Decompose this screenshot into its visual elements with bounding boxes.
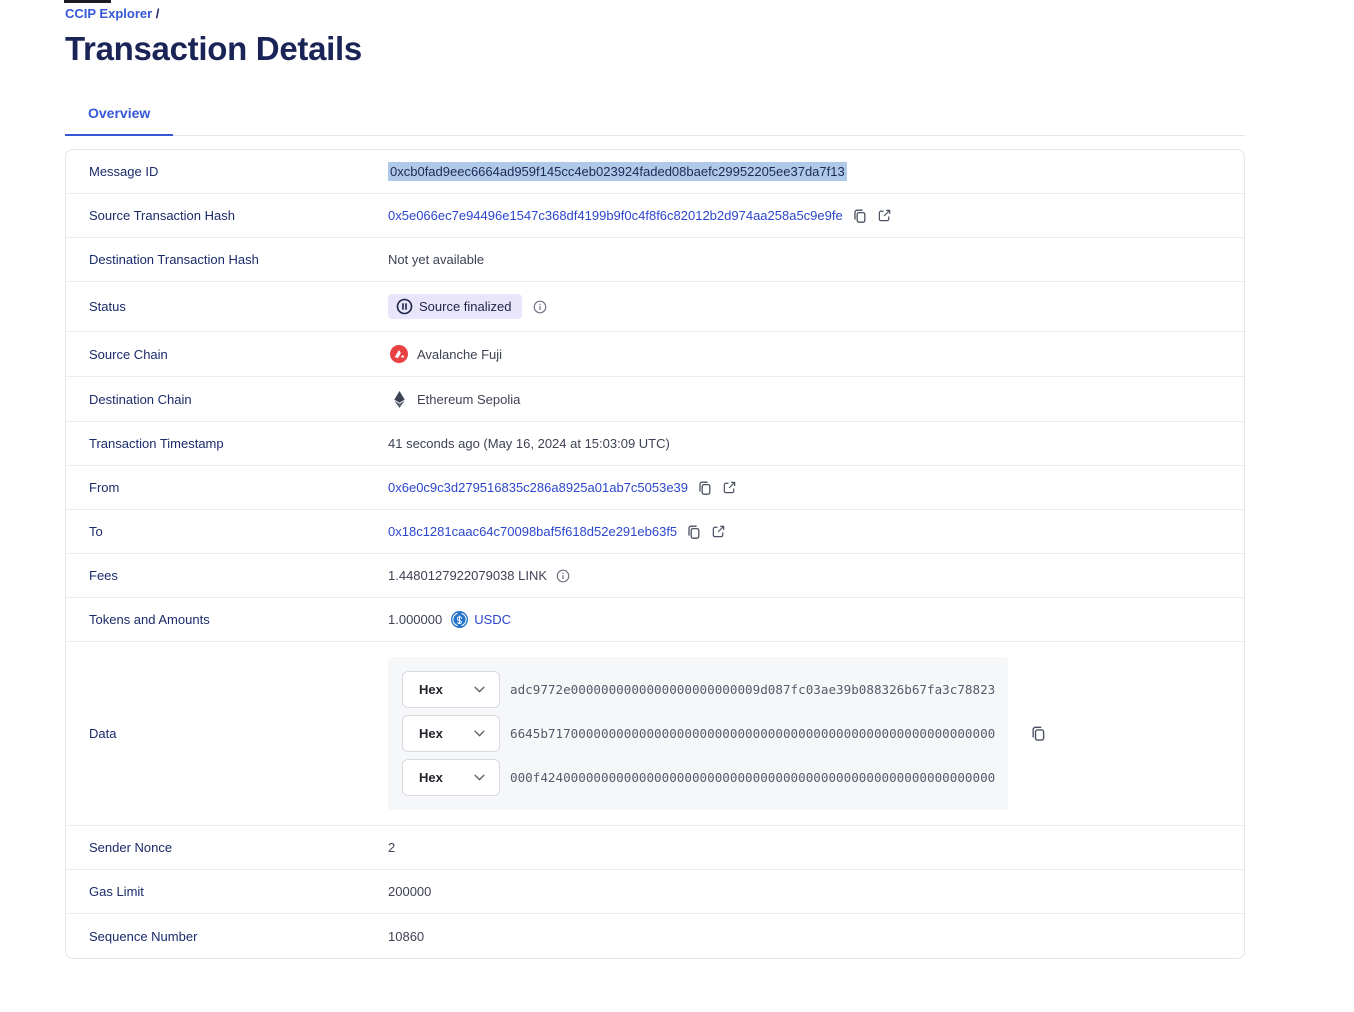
data-hex-word-3: 000f424000000000000000000000000000000000… bbox=[510, 770, 996, 785]
chevron-down-icon bbox=[474, 774, 485, 781]
token-symbol-link[interactable]: USDC bbox=[474, 612, 512, 627]
table-row-data: Data Hex adc9772e00000000000000000000000… bbox=[66, 642, 1244, 826]
copy-icon[interactable] bbox=[697, 480, 713, 496]
external-link-icon[interactable] bbox=[711, 524, 726, 539]
table-row-fees: Fees 1.4480127922079038 LINK bbox=[66, 554, 1244, 598]
sequence-number-label: Sequence Number bbox=[89, 928, 198, 944]
hex-format-select[interactable]: Hex bbox=[402, 715, 500, 752]
chevron-down-icon bbox=[474, 730, 485, 737]
copy-icon[interactable] bbox=[686, 524, 702, 540]
table-row-to: To 0x18c1281caac64c70098baf5f618d52e291e… bbox=[66, 510, 1244, 554]
tab-overview[interactable]: Overview bbox=[65, 105, 174, 136]
dest-tx-hash-value: Not yet available bbox=[388, 252, 485, 267]
copy-icon[interactable] bbox=[852, 208, 868, 224]
gas-limit-label: Gas Limit bbox=[89, 884, 144, 899]
hex-format-select[interactable]: Hex bbox=[402, 759, 500, 796]
timestamp-label: Transaction Timestamp bbox=[89, 436, 224, 451]
fees-label: Fees bbox=[89, 568, 118, 583]
table-row-sequence-number: Sequence Number 10860 bbox=[66, 914, 1244, 958]
progress-circle-icon bbox=[396, 298, 413, 315]
data-line: Hex 6645b7170000000000000000000000000000… bbox=[402, 715, 1008, 752]
status-info-icon[interactable] bbox=[533, 300, 547, 314]
hex-format-label: Hex bbox=[419, 770, 443, 785]
from-address-link[interactable]: 0x6e0c9c3d279516835c286a8925a01ab7c5053e… bbox=[388, 480, 689, 495]
sequence-number-value: 10860 bbox=[388, 928, 425, 944]
ethereum-logo-icon bbox=[390, 390, 408, 408]
status-label: Status bbox=[89, 299, 126, 314]
gas-limit-value: 200000 bbox=[388, 884, 432, 899]
table-row-tokens: Tokens and Amounts 1.000000 USDC bbox=[66, 598, 1244, 642]
data-hex-word-2: 6645b71700000000000000000000000000000000… bbox=[510, 726, 996, 741]
data-hex-panel: Hex adc9772e0000000000000000000000009d08… bbox=[388, 657, 1008, 810]
breadcrumb-separator: / bbox=[152, 6, 160, 21]
sender-nonce-value: 2 bbox=[388, 840, 396, 855]
hex-format-label: Hex bbox=[419, 726, 443, 741]
table-row-dest-chain: Destination Chain Ethereum Sepolia bbox=[66, 377, 1244, 422]
external-link-icon[interactable] bbox=[722, 480, 737, 495]
data-label: Data bbox=[89, 726, 117, 741]
hex-format-label: Hex bbox=[419, 682, 443, 697]
fees-value: 1.4480127922079038 LINK bbox=[388, 568, 548, 583]
message-id-label: Message ID bbox=[89, 164, 159, 179]
from-label: From bbox=[89, 480, 120, 495]
data-line: Hex adc9772e0000000000000000000000009d08… bbox=[402, 671, 1008, 708]
avalanche-logo-icon bbox=[390, 345, 408, 363]
dest-chain-name: Ethereum Sepolia bbox=[417, 391, 521, 407]
transaction-details-page: CCIP Explorer / Transaction Details Over… bbox=[65, 0, 1245, 959]
chevron-down-icon bbox=[474, 686, 485, 693]
table-row-gas-limit: Gas Limit 200000 bbox=[66, 870, 1244, 914]
message-id-value[interactable]: 0xcb0fad9eec6664ad959f145cc4eb023924fade… bbox=[388, 162, 847, 181]
dest-tx-hash-label: Destination Transaction Hash bbox=[89, 252, 259, 267]
data-line: Hex 000f42400000000000000000000000000000… bbox=[402, 759, 1008, 796]
sender-nonce-label: Sender Nonce bbox=[89, 840, 173, 855]
status-badge: Source finalized bbox=[388, 294, 522, 319]
table-row-source-chain: Source Chain Avalanche Fuji bbox=[66, 332, 1244, 377]
table-row-dest-tx-hash: Destination Transaction Hash Not yet ava… bbox=[66, 238, 1244, 282]
source-tx-hash-link[interactable]: 0x5e066ec7e94496e1547c368df4199b9f0c4f8f… bbox=[388, 208, 843, 223]
table-row-from: From 0x6e0c9c3d279516835c286a8925a01ab7c… bbox=[66, 466, 1244, 510]
hex-format-select[interactable]: Hex bbox=[402, 671, 500, 708]
page-title: Transaction Details bbox=[65, 30, 362, 67]
dest-chain-label: Destination Chain bbox=[89, 391, 192, 407]
usdc-logo-icon bbox=[451, 611, 469, 628]
to-label: To bbox=[89, 524, 103, 539]
tab-bar: Overview bbox=[65, 105, 1245, 136]
table-row-sender-nonce: Sender Nonce 2 bbox=[66, 826, 1244, 870]
transaction-detail-table: Message ID 0xcb0fad9eec6664ad959f145cc4e… bbox=[65, 149, 1245, 959]
tokens-label: Tokens and Amounts bbox=[89, 612, 210, 627]
source-chain-name: Avalanche Fuji bbox=[417, 346, 503, 362]
external-link-icon[interactable] bbox=[877, 208, 892, 223]
cutoff-element-artifact bbox=[64, 0, 111, 3]
table-row-message-id: Message ID 0xcb0fad9eec6664ad959f145cc4e… bbox=[66, 150, 1244, 194]
source-tx-hash-label: Source Transaction Hash bbox=[89, 208, 235, 223]
breadcrumb: CCIP Explorer / bbox=[65, 0, 1245, 21]
table-row-timestamp: Transaction Timestamp 41 seconds ago (Ma… bbox=[66, 422, 1244, 466]
breadcrumb-link-ccip-explorer[interactable]: CCIP Explorer bbox=[65, 6, 153, 21]
table-row-source-tx-hash: Source Transaction Hash 0x5e066ec7e94496… bbox=[66, 194, 1244, 238]
copy-data-icon[interactable] bbox=[1030, 725, 1047, 742]
table-row-status: Status Source finalized bbox=[66, 282, 1244, 332]
source-chain-label: Source Chain bbox=[89, 346, 168, 362]
status-badge-text: Source finalized bbox=[419, 299, 512, 314]
to-address-link[interactable]: 0x18c1281caac64c70098baf5f618d52e291eb63… bbox=[388, 524, 678, 539]
timestamp-value: 41 seconds ago (May 16, 2024 at 15:03:09… bbox=[388, 436, 670, 451]
data-hex-word-1: adc9772e0000000000000000000000009d087fc0… bbox=[510, 682, 996, 697]
fees-info-icon[interactable] bbox=[556, 569, 570, 583]
token-amount: 1.000000 bbox=[388, 612, 443, 627]
